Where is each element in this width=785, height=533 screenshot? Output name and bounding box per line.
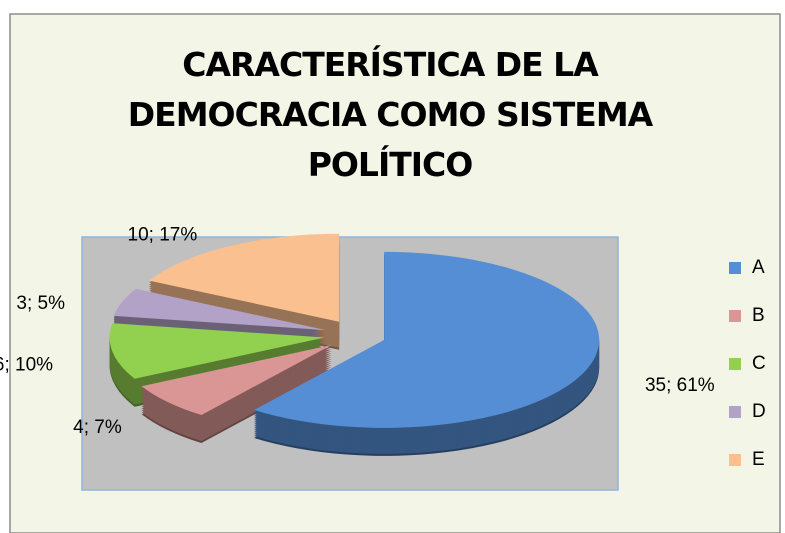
slice [149,233,340,322]
legend-swatch [729,310,741,322]
slice [141,344,332,416]
legend-label: C [752,353,766,374]
legend-label: E [752,449,765,470]
legend-label: B [752,305,765,326]
legend-label: D [752,401,766,422]
data-label: 4; 7% [73,417,122,438]
data-label: 35; 61% [645,375,715,396]
slice [254,251,600,428]
data-label: 6; 10% [0,355,53,376]
legend-swatch [729,454,741,466]
legend-swatch [729,358,741,370]
data-label: 10; 17% [128,224,198,245]
legend-label: A [752,257,765,278]
chart-title: CARACTERÍSTICA DE LA DEMOCRACIA COMO SIS… [127,45,653,184]
slice [109,323,325,379]
data-label: 3; 5% [16,293,65,314]
legend-swatch [729,262,741,274]
slice [113,288,326,331]
legend-swatch [729,406,741,418]
